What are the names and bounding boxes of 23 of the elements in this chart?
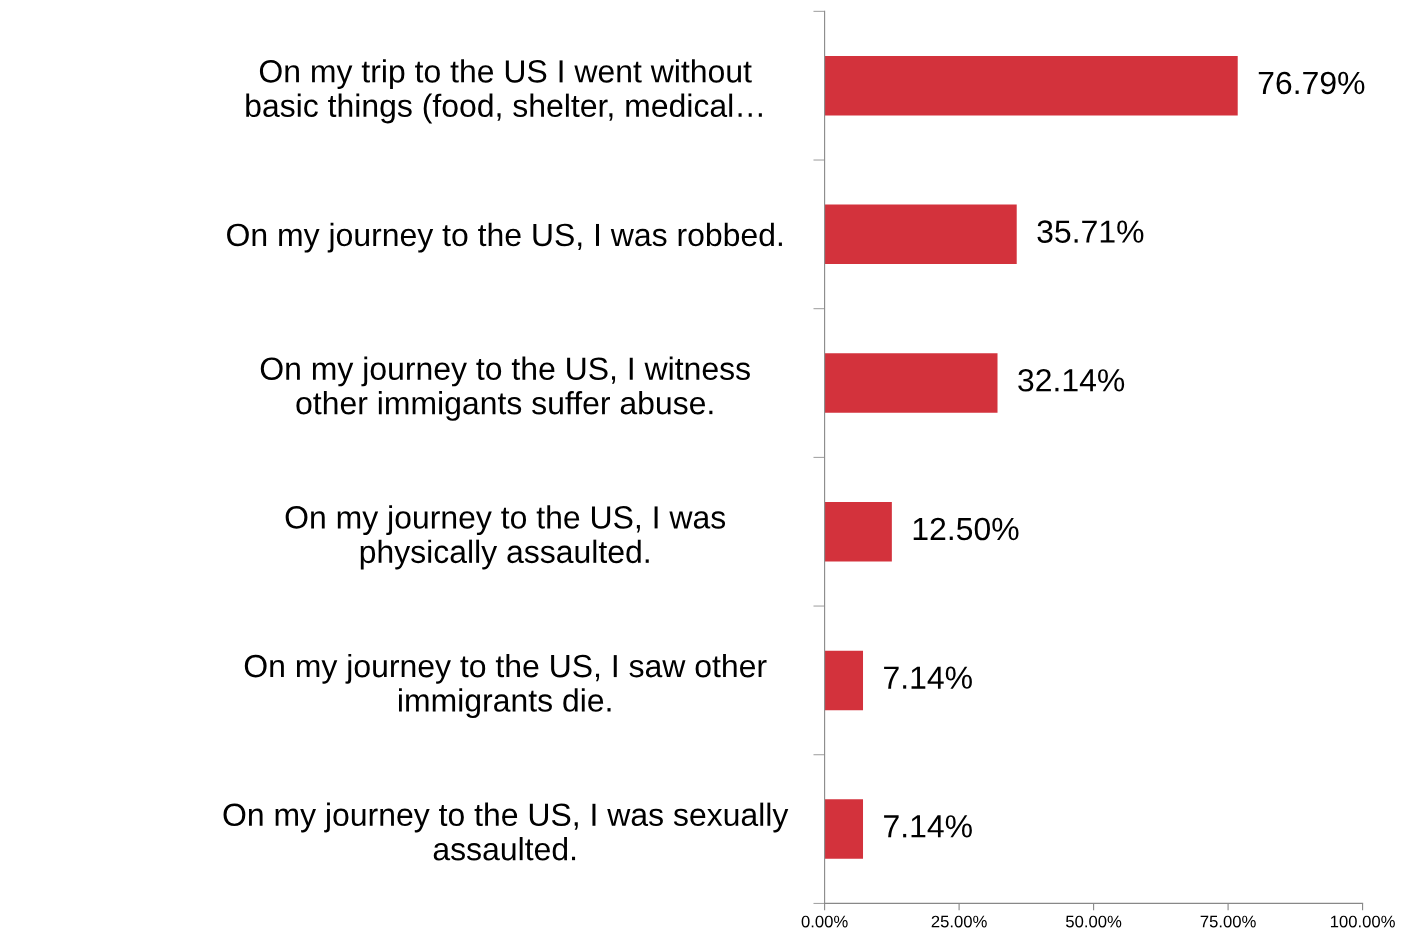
bar	[824, 55, 1238, 116]
y-tick-label: On my trip to the US I went without basic things (food, shelter, medical…	[246, 59, 762, 124]
bar	[824, 799, 864, 859]
bar	[824, 650, 864, 711]
data-label: 7.14%	[884, 815, 972, 838]
data-label: 12.50%	[913, 517, 1019, 541]
bar	[824, 204, 1017, 265]
data-label: 76.79%	[1258, 71, 1365, 95]
y-tick-label: On my journey to the US, I was sexually assaulted.	[223, 802, 789, 861]
data-label: 7.14%	[884, 666, 972, 689]
bar	[824, 501, 892, 562]
x-tick-label: 50.00%	[1066, 915, 1122, 928]
y-tick-label: On my journey to the US, I was physically assaulted.	[285, 505, 726, 570]
x-tick-label: 100.00%	[1330, 915, 1395, 928]
y-tick-label: On my journey to the US, I was robbed.	[227, 222, 782, 253]
data-label: 32.14%	[1018, 368, 1125, 392]
x-tick-label: 75.00%	[1200, 915, 1256, 928]
bar	[824, 353, 998, 413]
y-tick-label: On my journey to the US, I saw other immigrants die.	[244, 653, 767, 719]
x-tick-label: 0.00%	[801, 915, 848, 928]
x-tick-label: 25.00%	[931, 915, 987, 928]
y-tick-label: On my journey to the US, I witness other immigants suffer abuse.	[260, 356, 750, 421]
data-label: 35.71%	[1037, 220, 1144, 243]
